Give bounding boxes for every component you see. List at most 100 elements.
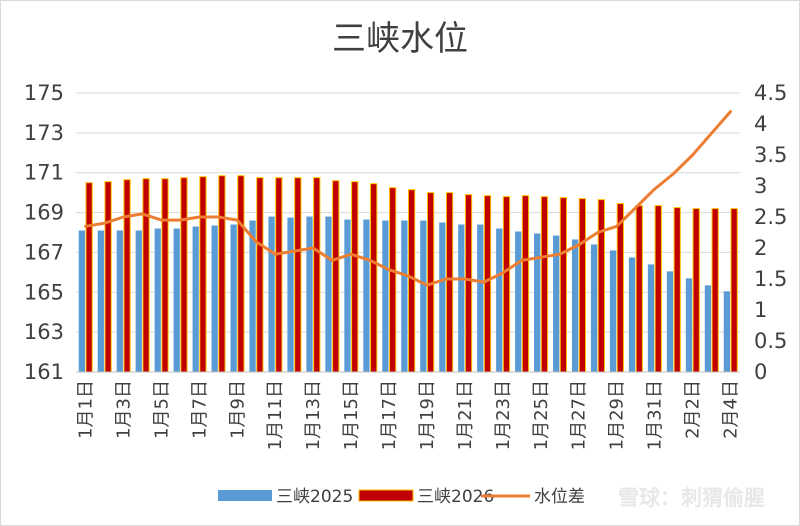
x-tick-label: 1月3日 xyxy=(113,380,134,439)
bar-2025 xyxy=(268,216,275,372)
bar-2025 xyxy=(230,224,237,372)
bar-2026 xyxy=(730,208,738,373)
bar-2025 xyxy=(439,222,446,372)
y-left-tick-label: 167 xyxy=(24,240,64,264)
y-axis-left: 161 163 165 167 169 171 173 175 xyxy=(24,81,64,384)
bar-2026 xyxy=(275,177,283,373)
x-tick-label: 1月1日 xyxy=(75,380,96,439)
x-tick-label: 1月31日 xyxy=(645,380,666,450)
bar-2026 xyxy=(180,177,188,373)
bar-2025 xyxy=(685,278,693,372)
x-tick-label: 1月23日 xyxy=(493,380,514,450)
line-series xyxy=(84,110,732,287)
y-right-tick-label: 4.5 xyxy=(754,81,787,105)
bar-2025 xyxy=(78,230,85,372)
y-left-tick-label: 169 xyxy=(24,201,64,225)
bar-2026 xyxy=(616,203,624,373)
bar-2026 xyxy=(445,192,454,373)
bar-2026 xyxy=(578,198,587,373)
y-right-tick-label: 3 xyxy=(754,174,767,198)
bar-2026 xyxy=(502,196,511,373)
bar-2025 xyxy=(628,257,636,372)
x-tick-label: 1月11日 xyxy=(265,380,286,450)
bar-2026 xyxy=(692,208,700,373)
bar-2026 xyxy=(351,181,359,373)
x-tick-label: 1月9日 xyxy=(227,380,248,439)
bar-2026 xyxy=(237,175,245,373)
bar-2026 xyxy=(199,176,207,373)
bar-2025 xyxy=(97,230,104,372)
bar-2026 xyxy=(218,175,226,373)
bar-2025 xyxy=(553,235,560,372)
bar-2025 xyxy=(401,220,408,372)
bar-2025 xyxy=(116,230,123,372)
bar-2025 xyxy=(458,224,465,372)
y-right-tick-label: 3.5 xyxy=(754,143,787,167)
x-tick-label: 1月13日 xyxy=(303,380,324,450)
bar-2025 xyxy=(590,244,598,372)
y-right-tick-label: 0.5 xyxy=(754,329,787,353)
y-left-tick-label: 165 xyxy=(24,280,64,304)
bar-2026 xyxy=(370,183,378,373)
bar-2026 xyxy=(104,181,112,373)
bar-2025 xyxy=(534,233,541,372)
y-right-tick-label: 2.5 xyxy=(754,205,787,229)
watermark-text: 雪球：刺猬偷腥 xyxy=(618,486,765,510)
chart-title: 三峡水位 xyxy=(332,19,468,59)
bar-2026 xyxy=(408,189,416,373)
x-tick-label: 1月29日 xyxy=(607,380,628,450)
bar-2026 xyxy=(161,178,169,373)
legend-swatch-2025 xyxy=(218,490,272,501)
bar-2026 xyxy=(711,208,719,373)
x-tick-label: 2月4日 xyxy=(721,380,742,439)
bar-2026 xyxy=(142,178,150,373)
x-axis: 1月1日 1月3日 1月5日 1月7日 1月9日 1月11日 1月13日 1月15日 1月17日… xyxy=(75,371,742,450)
x-tick-label: 1月17日 xyxy=(379,380,400,450)
bar-2026 xyxy=(294,177,302,373)
bar-2025 xyxy=(344,219,351,372)
bar-2026 xyxy=(313,177,321,373)
bar-2026 xyxy=(464,194,473,373)
x-tick-label: 1月5日 xyxy=(151,380,172,439)
legend: 三峡2025 三峡2026 水位差 xyxy=(218,487,585,507)
bar-2025 xyxy=(325,216,332,372)
y-right-tick-label: 4 xyxy=(754,112,767,136)
y-right-tick-label: 1.5 xyxy=(754,267,787,291)
bar-2025 xyxy=(420,220,427,372)
bar-2026 xyxy=(540,196,549,373)
bar-2025 xyxy=(496,228,503,372)
bar-2025 xyxy=(704,285,712,372)
bar-2026 xyxy=(635,205,643,373)
x-tick-label: 1月25日 xyxy=(531,380,552,450)
bars xyxy=(78,175,738,373)
bar-2026 xyxy=(389,187,397,373)
bar-2025 xyxy=(249,220,256,372)
x-tick-label: 1月21日 xyxy=(455,380,476,450)
bar-2025 xyxy=(666,271,674,372)
legend-swatch-2026 xyxy=(358,489,414,502)
y-right-tick-label: 1 xyxy=(754,298,767,322)
bar-2025 xyxy=(211,225,218,372)
legend-label-2026: 三峡2026 xyxy=(417,487,494,507)
bar-2025 xyxy=(287,217,294,372)
bar-2025 xyxy=(173,228,180,372)
y-right-tick-label: 2 xyxy=(754,236,767,260)
bar-2025 xyxy=(154,228,161,372)
bar-2026 xyxy=(256,177,264,373)
bar-2025 xyxy=(363,219,370,372)
x-tick-label: 1月15日 xyxy=(341,380,362,450)
bar-2026 xyxy=(332,180,340,373)
bar-2025 xyxy=(515,231,522,372)
bar-2026 xyxy=(123,179,131,373)
bar-2025 xyxy=(609,250,617,372)
bar-2026 xyxy=(559,197,568,373)
line-diff xyxy=(84,110,732,287)
bar-2025 xyxy=(306,216,313,372)
x-tick-label: 2月2日 xyxy=(683,380,704,439)
bar-2025 xyxy=(571,239,579,372)
y-left-tick-label: 161 xyxy=(24,360,64,384)
bar-2026 xyxy=(85,182,93,373)
bar-2025 xyxy=(477,224,484,372)
